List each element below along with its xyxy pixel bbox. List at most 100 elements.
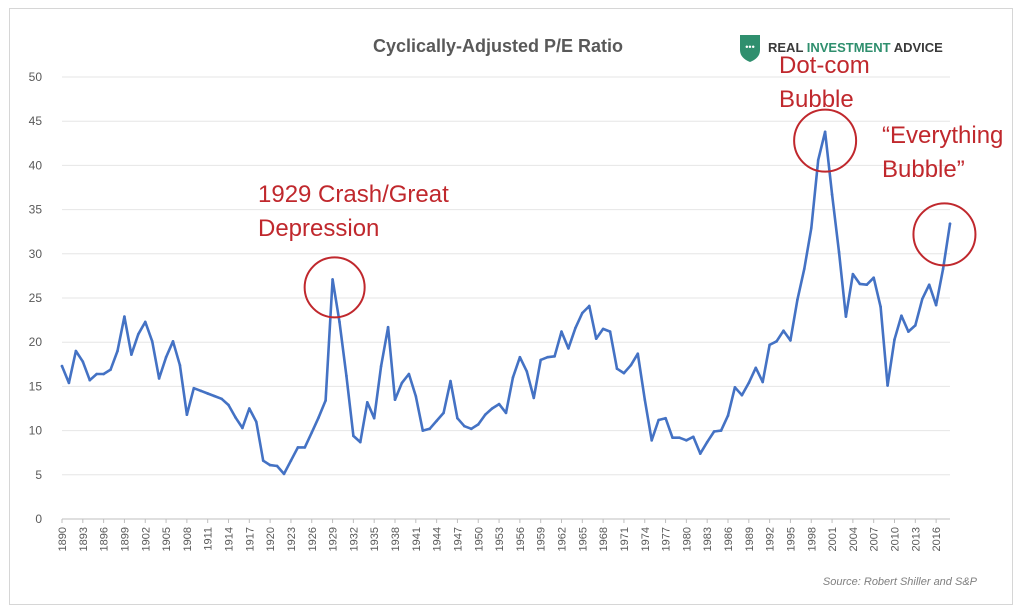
x-tick-label: 1962 — [557, 527, 569, 551]
data-point — [692, 435, 695, 439]
x-tick-label: 2013 — [910, 527, 922, 551]
data-point — [539, 358, 542, 362]
data-point — [234, 416, 237, 419]
annotation-circle — [912, 202, 977, 267]
data-point — [102, 372, 105, 376]
x-tick-label: 1977 — [661, 527, 673, 551]
y-tick-label: 15 — [29, 379, 43, 393]
annotation-label: 1929 Crash/Great — [258, 181, 449, 208]
data-point — [213, 394, 216, 398]
data-point — [428, 427, 431, 431]
x-tick-label: 2016 — [931, 527, 943, 551]
x-tick-label: 1959 — [536, 527, 548, 551]
x-tick-label: 1968 — [598, 527, 610, 551]
y-tick-label: 40 — [29, 158, 43, 172]
x-tick-label: 1986 — [723, 527, 735, 551]
x-tick-label: 1983 — [702, 527, 714, 551]
data-point — [629, 363, 633, 367]
data-point — [726, 414, 730, 417]
x-tick-label: 1992 — [765, 527, 777, 551]
data-point — [310, 431, 314, 434]
data-point — [386, 325, 390, 329]
data-point — [241, 426, 244, 430]
x-tick-label: 1965 — [577, 527, 589, 551]
data-point — [400, 381, 404, 385]
data-point — [171, 340, 175, 343]
data-point — [719, 429, 723, 432]
data-point — [123, 315, 126, 318]
data-point — [282, 472, 286, 476]
source-note: Source: Robert Shiller and S&P — [823, 576, 978, 588]
data-point — [581, 311, 584, 315]
x-tick-label: 1923 — [286, 527, 298, 551]
y-tick-label: 45 — [29, 114, 43, 128]
data-point — [275, 464, 279, 468]
y-tick-label: 10 — [29, 424, 43, 438]
x-tick-label: 1998 — [806, 527, 818, 551]
x-tick-label: 1896 — [99, 527, 111, 551]
brand-logo: ••• REAL INVESTMENT ADVICE — [740, 35, 943, 62]
data-point — [463, 424, 466, 428]
data-point — [775, 340, 778, 343]
x-tick-label: 1938 — [390, 527, 402, 551]
data-point — [636, 352, 640, 355]
x-tick-label: 1950 — [473, 527, 485, 551]
data-point — [407, 372, 411, 376]
x-tick-label: 2010 — [890, 527, 902, 551]
data-point — [927, 283, 931, 287]
data-point — [844, 315, 848, 318]
data-point — [483, 413, 487, 416]
data-point — [379, 364, 383, 368]
data-point — [657, 418, 660, 422]
series-line — [60, 130, 952, 476]
data-point — [865, 283, 869, 287]
x-tick-label: 1944 — [432, 527, 444, 551]
data-point — [643, 398, 647, 401]
data-point — [553, 355, 556, 358]
brand-name-part2: INVESTMENT — [807, 40, 891, 55]
data-point — [490, 407, 494, 410]
shield-icon-dots: ••• — [745, 42, 754, 52]
data-point — [331, 278, 334, 281]
data-point — [345, 374, 348, 378]
brand-name-part3: ADVICE — [891, 40, 944, 55]
x-tick-label: 1893 — [78, 527, 90, 551]
data-point — [338, 320, 341, 324]
data-point — [678, 436, 681, 439]
data-point — [830, 193, 834, 196]
data-point — [768, 343, 771, 347]
data-point — [178, 363, 182, 367]
data-point — [671, 436, 674, 439]
data-point — [532, 396, 536, 400]
x-tick-label: 1920 — [265, 527, 277, 551]
x-tick-label: 1890 — [57, 527, 69, 551]
x-tick-label: 1995 — [785, 527, 797, 551]
data-point — [130, 353, 133, 356]
data-point — [109, 368, 112, 371]
x-tick-label: 1932 — [348, 527, 360, 551]
data-point — [851, 272, 855, 276]
data-point — [560, 330, 563, 333]
data-point — [907, 330, 910, 333]
data-point — [137, 332, 140, 336]
data-point — [587, 304, 591, 308]
y-tick-label: 20 — [29, 335, 43, 349]
x-tick-label: 1905 — [161, 527, 173, 551]
data-point — [879, 305, 882, 309]
data-point — [303, 446, 307, 449]
data-point — [88, 378, 92, 382]
annotation-label: Bubble” — [882, 156, 965, 183]
data-point — [823, 130, 827, 134]
gridlines — [62, 76, 950, 520]
y-tick-label: 5 — [35, 468, 42, 482]
data-point — [685, 439, 688, 442]
x-tick-label: 1911 — [203, 527, 215, 551]
data-point — [476, 423, 480, 426]
x-tick-label: 1914 — [224, 527, 236, 551]
x-tick-label: 1971 — [619, 527, 631, 551]
data-point — [456, 416, 459, 420]
annotation-circle — [793, 108, 858, 173]
data-point — [948, 222, 952, 226]
data-point — [261, 459, 265, 462]
x-tick-label: 2004 — [848, 527, 860, 551]
